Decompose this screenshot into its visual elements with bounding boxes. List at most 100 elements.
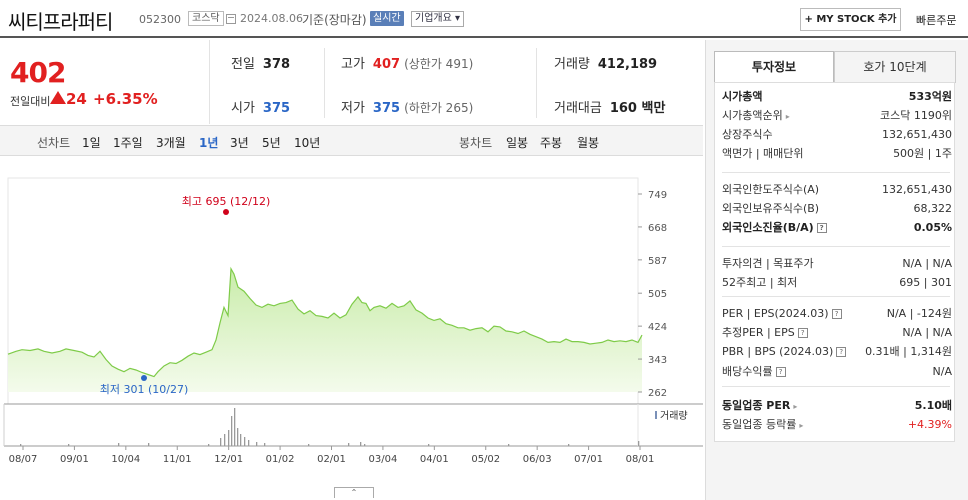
info-label: 배당수익률? [722, 364, 786, 380]
info-value: 0.05% [913, 221, 952, 234]
volume-bar [240, 434, 242, 446]
period-tab-3y[interactable]: 3년 [230, 136, 249, 150]
divider [722, 246, 950, 247]
volume-bar [244, 437, 246, 446]
info-value: N/A | N/A [902, 326, 952, 339]
price-line [7, 266, 643, 378]
period-tab-1d[interactable]: 1일 [82, 136, 101, 150]
quick-order-link[interactable]: 빠른주문 [916, 14, 957, 27]
stat-value: 375 [372, 101, 401, 116]
volume-bar [237, 428, 239, 446]
candle-tab-monthly[interactable]: 월봉 [577, 136, 600, 150]
volume-bar [208, 444, 210, 446]
help-icon[interactable]: ? [836, 347, 847, 357]
info-label[interactable]: 동일업종 등락률 ▸ [722, 418, 804, 431]
x-tick-label: 09/01 [60, 454, 89, 465]
period-tab-10y[interactable]: 10년 [294, 136, 321, 150]
period-tab-5y[interactable]: 5년 [262, 136, 281, 150]
info-row: PBR | BPS (2024.03)? 0.31배 | 1,314원 [722, 344, 952, 360]
volume-bar [256, 442, 258, 446]
volume-bar [508, 444, 510, 446]
volume-bar [364, 444, 366, 446]
info-row: 외국인한도주식수(A) 132,651,430 [722, 182, 952, 198]
y-tick-label: 749 [648, 190, 667, 201]
info-row: 추정PER | EPS? N/A | N/A [722, 325, 952, 341]
volume-bar [428, 444, 430, 446]
volume-label: 거래량 [660, 410, 688, 422]
y-tick-label: 262 [648, 388, 667, 399]
low-marker [141, 375, 147, 381]
divider [324, 48, 325, 118]
divider [722, 386, 950, 387]
volume-bar [228, 430, 230, 446]
line-chart-tab[interactable]: 선차트 [37, 136, 71, 150]
stat-label: 거래대금 [554, 101, 602, 116]
stock-header: 씨티프라퍼티 052300 코스닥 2024.08.06 기준(장마감) 실시간… [0, 0, 968, 38]
info-row: 시가총액순위 ▸ 코스닥 1190위 [722, 108, 952, 124]
stat-label: 전일 [231, 57, 255, 72]
help-icon[interactable]: ? [816, 223, 827, 233]
period-tab-1y[interactable]: 1년 [199, 136, 219, 150]
quote-date: 2024.08.06 [240, 12, 303, 25]
calendar-icon [226, 14, 236, 24]
stat-value: 375 [262, 101, 291, 116]
info-label[interactable]: 동일업종 PER ▸ [722, 399, 798, 412]
x-tick-label: 07/01 [574, 454, 603, 465]
info-row: 배당수익률? N/A [722, 364, 952, 380]
x-tick-label: 12/01 [214, 454, 243, 465]
period-tab-1w[interactable]: 1주일 [113, 136, 143, 150]
info-value: N/A | -124원 [886, 307, 952, 320]
info-value: N/A [932, 365, 952, 378]
info-value: 0.31배 | 1,314원 [865, 345, 952, 358]
up-arrow-icon [50, 91, 66, 104]
info-row: 상장주식수 132,651,430 [722, 127, 952, 143]
volume-bar [220, 438, 222, 446]
tab-quote-10-levels[interactable]: 호가 10단계 [834, 51, 956, 83]
stat-value: 407 [372, 57, 401, 72]
info-value: N/A | N/A [902, 257, 952, 270]
low-label: 최저 301 (10/27) [100, 383, 189, 396]
info-label: 추정PER | EPS? [722, 325, 808, 341]
volume-legend-swatch [655, 411, 657, 419]
info-label[interactable]: 시가총액순위 ▸ [722, 109, 790, 122]
quote-basis: 기준(장마감) [302, 13, 367, 27]
info-label: 외국인소진율(B/A)? [722, 220, 827, 236]
candle-tab-daily[interactable]: 일봉 [506, 136, 529, 150]
high-marker [223, 209, 229, 215]
stat-prev-close: 전일 378 [231, 53, 290, 72]
current-price: 402 [10, 56, 66, 89]
info-label: 투자의견 | 목표주가 [722, 257, 814, 270]
help-icon[interactable]: ? [775, 367, 786, 377]
caret-right-icon: ▸ [785, 112, 790, 121]
help-icon[interactable]: ? [797, 328, 808, 338]
help-icon[interactable]: ? [831, 309, 842, 319]
x-tick-label: 10/04 [111, 454, 140, 465]
investment-info-table: 시가총액 533억원 시가총액순위 ▸ 코스닥 1190위 상장주식수 132,651,43… [714, 82, 955, 442]
candle-tab-weekly[interactable]: 주봉 [540, 136, 563, 150]
divider [536, 48, 537, 118]
price-change-pct: +6.35% [93, 90, 158, 108]
x-tick-label: 06/03 [523, 454, 552, 465]
stat-low: 저가 375 (하한가 265) [341, 97, 473, 116]
compare-label: 전일대비 [10, 95, 51, 108]
add-my-stock-button[interactable]: + MY STOCK 추가 [800, 8, 901, 31]
chart-period-tabs: 선차트 1일 1주일 3개월 1년 3년 5년 10년 봉차트 일봉 주봉 월봉 [0, 125, 703, 156]
current-price-box: 402 전일대비 24 +6.35% [0, 40, 210, 124]
x-tick-label: 05/02 [471, 454, 500, 465]
company-overview-dropdown[interactable]: 기업개요 ▾ [411, 11, 464, 27]
candle-chart-tab[interactable]: 봉차트 [459, 136, 493, 150]
info-row: PER | EPS(2024.03)? N/A | -124원 [722, 306, 952, 322]
stat-value: 412,189 [597, 57, 658, 72]
tab-investment-info[interactable]: 투자정보 [714, 51, 834, 83]
volume-bar [118, 443, 120, 446]
stat-value: 378 [262, 57, 291, 72]
y-tick-label: 587 [648, 256, 667, 267]
volume-bar [360, 442, 362, 446]
realtime-button[interactable]: 실시간 [370, 11, 404, 26]
volume-bar [308, 444, 310, 446]
period-tab-3m[interactable]: 3개월 [156, 136, 186, 150]
chart-collapse-handle[interactable]: ⌃ [334, 487, 374, 498]
info-value: 132,651,430 [882, 183, 952, 196]
price-chart: 749 668 587 505 424 343 262 거래량 08/07 09/01 10/0… [0, 156, 703, 500]
info-row: 외국인보유주식수(B) 68,322 [722, 201, 952, 217]
